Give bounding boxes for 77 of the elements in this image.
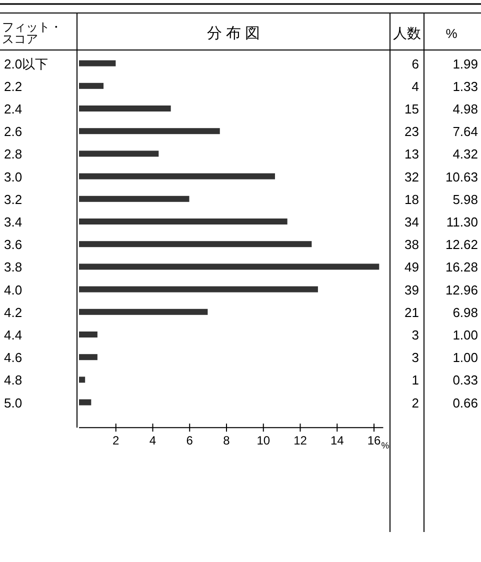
x-tick: 16 bbox=[367, 434, 381, 448]
value-label: 6.98 bbox=[452, 304, 478, 320]
x-tick: 8 bbox=[223, 434, 230, 448]
value-label: 1.00 bbox=[452, 350, 478, 366]
value-label: 0.66 bbox=[452, 395, 478, 410]
annotation: 3 bbox=[412, 328, 419, 342]
bar bbox=[79, 354, 98, 360]
bar bbox=[79, 218, 288, 224]
value-label: 4.98 bbox=[452, 102, 478, 116]
x-tick: 2 bbox=[112, 434, 120, 448]
value-label: 11.30 bbox=[446, 214, 478, 230]
title: 分 布 図 bbox=[206, 25, 260, 42]
category: 2.2 bbox=[4, 78, 22, 94]
series-name: % bbox=[446, 26, 458, 41]
x-tick: 10 bbox=[256, 434, 270, 448]
x-tick: 4 bbox=[149, 434, 156, 448]
annotation: 18 bbox=[404, 192, 419, 207]
category: 4.8 bbox=[4, 372, 22, 388]
value-label: 12.62 bbox=[445, 237, 478, 252]
value-label: 4.32 bbox=[452, 146, 478, 162]
category: 3.4 bbox=[4, 214, 22, 230]
category: 3.0 bbox=[4, 169, 22, 184]
category: 4.6 bbox=[4, 350, 22, 366]
annotation: 13 bbox=[404, 146, 419, 162]
bar bbox=[79, 264, 380, 270]
category: 2.8 bbox=[4, 146, 22, 162]
bar bbox=[79, 150, 159, 157]
value-label: 1.33 bbox=[452, 78, 478, 94]
category: 5.0 bbox=[4, 395, 22, 410]
value-label: 5.98 bbox=[452, 192, 478, 207]
bar bbox=[79, 82, 104, 89]
x-tick: 6 bbox=[186, 434, 193, 448]
bar bbox=[79, 376, 86, 383]
annotation: 4 bbox=[412, 78, 419, 94]
annotation: 21 bbox=[404, 304, 419, 320]
annotation: 38 bbox=[404, 237, 419, 252]
annotation: 15 bbox=[404, 102, 419, 116]
value-label: 1.99 bbox=[452, 56, 478, 72]
annotation: 23 bbox=[404, 124, 419, 140]
category: 3.8 bbox=[4, 260, 22, 275]
value-label: 16.28 bbox=[445, 260, 478, 275]
value-label: 12.96 bbox=[445, 282, 478, 298]
annotation: 39 bbox=[404, 282, 419, 298]
bar bbox=[79, 60, 116, 66]
bar bbox=[79, 128, 220, 134]
value-label: 0.33 bbox=[452, 372, 478, 388]
value-label: 1.00 bbox=[452, 328, 478, 342]
x-tick: 14 bbox=[330, 434, 344, 448]
annotation: 1 bbox=[412, 372, 419, 388]
category: 4.0 bbox=[4, 282, 22, 298]
category: 4.4 bbox=[4, 328, 22, 342]
value-label: 10.63 bbox=[445, 169, 478, 184]
category: 3.6 bbox=[4, 237, 22, 252]
bar bbox=[79, 332, 98, 338]
value-label: 7.64 bbox=[452, 124, 478, 140]
category: 2.4 bbox=[4, 102, 22, 116]
category: 3.2 bbox=[4, 192, 22, 207]
bar bbox=[79, 286, 318, 292]
title: 人数 bbox=[393, 25, 421, 41]
bar bbox=[79, 173, 275, 180]
bar bbox=[79, 308, 208, 315]
bar bbox=[79, 241, 312, 248]
category: 2.6 bbox=[4, 124, 22, 140]
annotation: 3 bbox=[412, 350, 419, 366]
annotation: 32 bbox=[404, 169, 419, 184]
xlabel: % bbox=[381, 440, 390, 451]
bar bbox=[79, 196, 190, 202]
annotation: 6 bbox=[412, 56, 419, 72]
bar bbox=[79, 399, 92, 406]
annotation: 2 bbox=[412, 395, 419, 410]
annotation: 34 bbox=[404, 214, 419, 230]
bar bbox=[79, 106, 171, 112]
annotation: 49 bbox=[404, 260, 419, 275]
y-axis-title: フィット・スコア bbox=[2, 20, 63, 46]
x-tick: 12 bbox=[294, 434, 307, 448]
category: 4.2 bbox=[4, 304, 22, 320]
category: 2.0以下 bbox=[4, 56, 48, 72]
